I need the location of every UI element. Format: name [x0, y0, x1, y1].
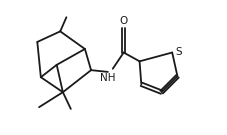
Text: S: S: [175, 47, 182, 57]
Text: O: O: [119, 16, 127, 26]
Text: NH: NH: [100, 73, 115, 83]
